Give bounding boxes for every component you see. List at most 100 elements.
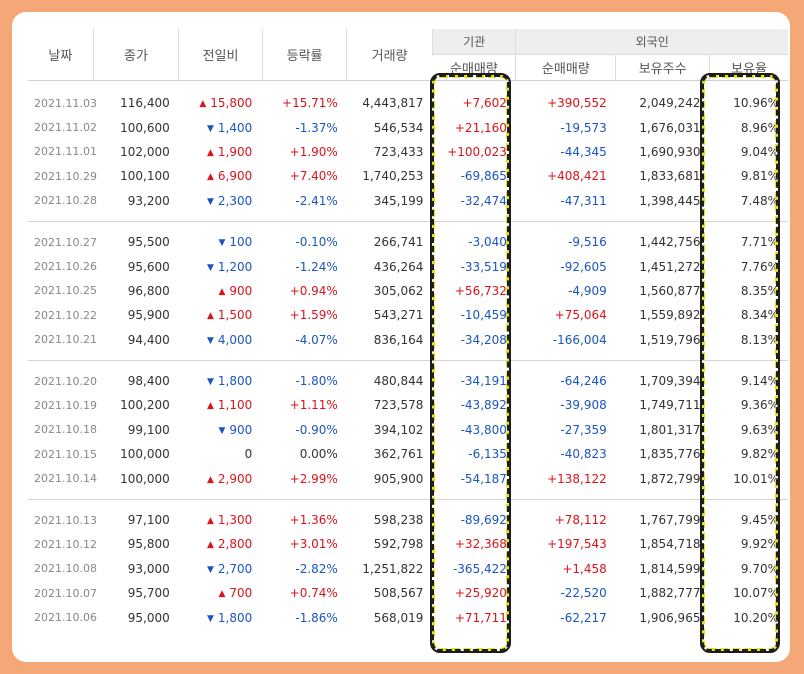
cell-foreign-net: +390,552 <box>547 96 607 111</box>
table-row: 2021.10.22 95,900 ▲ 1,500 +1.59% 543,271 -10,4… <box>28 303 788 327</box>
triangle-down-icon: ▼ <box>207 262 214 273</box>
header-foreign-shares: 보유주수 <box>615 54 710 81</box>
header-foreign: 외국인 <box>515 29 788 55</box>
cell-date: 2021.10.22 <box>34 308 97 322</box>
table-row: 2021.11.01 102,000 ▲ 1,900 +1.90% 723,433 +100… <box>28 140 788 164</box>
cell-volume: 305,062 <box>373 283 424 298</box>
cell-rate: -2.41% <box>295 193 338 208</box>
change-value: 900 <box>229 422 253 437</box>
cell-close: 100,000 <box>120 447 170 462</box>
header-foreign-net: 순매매량 <box>515 54 616 81</box>
cell-foreign-shares: 1,559,892 <box>639 308 701 323</box>
cell-close: 95,000 <box>127 610 170 625</box>
change-value: 1,800 <box>217 610 253 625</box>
cell-close: 95,500 <box>127 235 170 250</box>
triangle-up-icon: ▲ <box>207 516 214 527</box>
cell-close: 95,900 <box>127 308 170 323</box>
investor-trading-table: 날짜 종가 전일비 등락률 거래량 기관 외국인 순매매량 순매매량 보유주수 … <box>28 29 788 630</box>
cell-change: ▼ 900 <box>179 418 263 442</box>
cell-inst-net: -32,474 <box>460 193 507 208</box>
change-value: 900 <box>229 283 253 298</box>
cell-inst-net: -89,692 <box>460 513 507 528</box>
cell-inst-net: +21,160 <box>454 120 507 135</box>
cell-change: ▲ 15,800 <box>179 91 263 115</box>
cell-foreign-shares: 1,749,711 <box>639 398 701 413</box>
cell-foreign-ratio: 9.82% <box>740 447 779 462</box>
cell-change: ▼ 1,800 <box>179 605 263 629</box>
cell-close: 100,200 <box>120 398 170 413</box>
cell-inst-net: +56,732 <box>454 283 507 298</box>
cell-close: 95,600 <box>127 259 170 274</box>
cell-volume: 546,534 <box>373 120 424 135</box>
table-row: 2021.10.06 95,000 ▼ 1,800 -1.86% 568,019 +71,7… <box>28 605 788 629</box>
spacer-row <box>28 491 788 500</box>
cell-inst-net: +71,711 <box>454 610 507 625</box>
triangle-up-icon: ▲ <box>218 589 226 600</box>
table-row: 2021.10.14 100,000 ▲ 2,900 +2.99% 905,900 -54,… <box>28 466 788 490</box>
cell-volume: 362,761 <box>373 447 424 462</box>
table-row: 2021.10.12 95,800 ▲ 2,800 +3.01% 592,798 +32,3… <box>28 532 788 556</box>
cell-foreign-net: +1,458 <box>562 561 607 576</box>
table-row: 2021.10.15 100,000 0 0.00% 362,761 -6,135 -40,… <box>28 442 788 466</box>
group-divider <box>28 499 788 500</box>
cell-close: 94,400 <box>127 332 170 347</box>
cell-date: 2021.10.15 <box>34 447 97 461</box>
cell-inst-net: +7,602 <box>462 96 507 111</box>
cell-volume: 266,741 <box>373 235 424 250</box>
cell-volume: 598,238 <box>373 513 424 528</box>
cell-date: 2021.10.14 <box>34 472 97 486</box>
cell-change: ▲ 900 <box>179 279 263 303</box>
cell-foreign-net: -62,217 <box>560 610 607 625</box>
header-volume: 거래량 <box>346 29 433 81</box>
cell-date: 2021.10.21 <box>34 333 97 347</box>
cell-change: ▼ 2,700 <box>179 557 263 581</box>
cell-inst-net: -43,800 <box>460 422 507 437</box>
cell-close: 100,100 <box>120 169 170 184</box>
cell-foreign-ratio: 10.20% <box>733 610 779 625</box>
cell-rate: +7.40% <box>289 169 338 184</box>
triangle-down-icon: ▼ <box>207 564 214 575</box>
header-institution: 기관 <box>431 29 516 55</box>
cell-foreign-ratio: 10.07% <box>733 586 779 601</box>
triangle-down-icon: ▼ <box>207 196 214 207</box>
cell-foreign-shares: 1,442,756 <box>639 235 701 250</box>
cell-rate: +0.74% <box>289 586 338 601</box>
cell-change: ▲ 1,100 <box>179 393 263 417</box>
cell-close: 95,700 <box>127 586 170 601</box>
cell-rate: -0.90% <box>295 422 338 437</box>
cell-change: ▼ 2,300 <box>179 189 263 213</box>
triangle-up-icon: ▲ <box>207 474 214 485</box>
cell-close: 98,400 <box>127 374 170 389</box>
cell-volume: 394,102 <box>373 422 424 437</box>
change-value: 4,000 <box>217 332 253 347</box>
cell-inst-net: -69,865 <box>460 169 507 184</box>
table-row: 2021.10.29 100,100 ▲ 6,900 +7.40% 1,740,253 -6… <box>28 164 788 188</box>
table-row: 2021.10.28 93,200 ▼ 2,300 -2.41% 345,199 -32,4… <box>28 189 788 213</box>
change-value: 2,300 <box>217 193 253 208</box>
cell-change: ▲ 2,900 <box>179 466 263 490</box>
cell-close: 93,200 <box>127 193 170 208</box>
cell-volume: 568,019 <box>373 610 424 625</box>
cell-foreign-shares: 1,398,445 <box>639 193 701 208</box>
cell-foreign-shares: 1,767,799 <box>639 513 701 528</box>
cell-foreign-shares: 1,560,877 <box>639 283 701 298</box>
cell-close: 97,100 <box>127 513 170 528</box>
cell-foreign-ratio: 9.14% <box>740 374 779 389</box>
cell-change: ▼ 1,200 <box>179 254 263 278</box>
change-value: 15,800 <box>210 96 253 111</box>
cell-volume: 1,740,253 <box>362 169 424 184</box>
triangle-up-icon: ▲ <box>207 172 214 183</box>
header-date: 날짜 <box>28 29 94 81</box>
spacer-row <box>28 222 788 230</box>
change-value: 1,500 <box>217 308 253 323</box>
cell-inst-net: +32,368 <box>454 537 507 552</box>
cell-volume: 905,900 <box>373 471 424 486</box>
cell-inst-net: -10,459 <box>460 308 507 323</box>
cell-rate: +1.59% <box>289 308 338 323</box>
cell-volume: 345,199 <box>373 193 424 208</box>
cell-inst-net: -34,191 <box>460 374 507 389</box>
triangle-down-icon: ▼ <box>218 425 226 436</box>
table-row: 2021.11.02 100,600 ▼ 1,400 -1.37% 546,534 +21,… <box>28 115 788 139</box>
change-value: 2,700 <box>217 561 253 576</box>
group-divider <box>28 221 788 222</box>
